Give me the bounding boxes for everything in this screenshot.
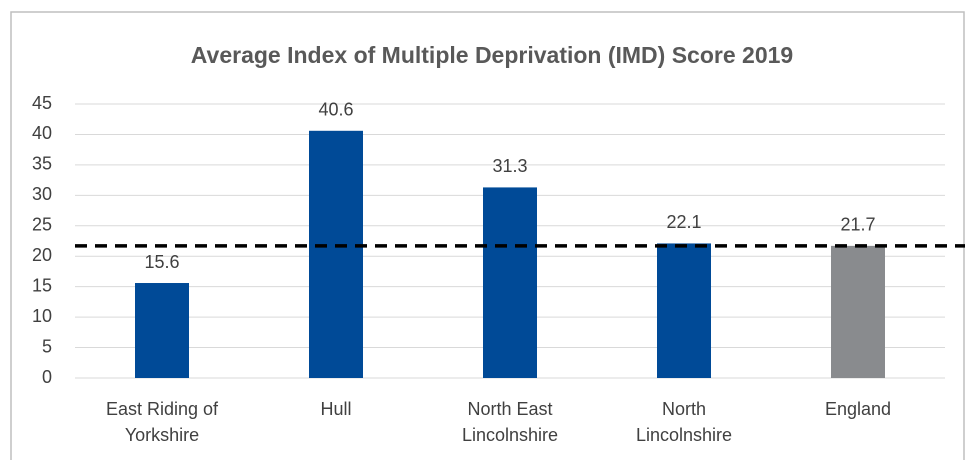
y-tick-label: 35 [32, 154, 52, 174]
value-label: 22.1 [666, 212, 701, 232]
x-tick-label: East Riding of Yorkshire [105, 399, 219, 445]
bar [309, 130, 363, 378]
y-tick-label: 40 [32, 123, 52, 143]
y-tick-label: 10 [32, 306, 52, 326]
x-tick-label: Hull [320, 399, 352, 419]
value-label: 21.7 [840, 215, 875, 235]
chart-title: Average Index of Multiple Deprivation (I… [191, 42, 793, 68]
y-tick-label: 30 [32, 184, 52, 204]
value-label: 15.6 [144, 252, 179, 272]
y-tick-label: 45 [32, 93, 52, 113]
bar [657, 243, 711, 378]
bar [831, 245, 885, 378]
value-label: 40.6 [318, 100, 353, 120]
y-tick-label: 25 [32, 215, 52, 235]
x-tick-label: North Lincolnshire [635, 399, 733, 445]
x-tick-label: England [824, 399, 892, 419]
y-tick-label: 20 [32, 245, 52, 265]
y-tick-label: 5 [42, 336, 52, 356]
value-label: 31.3 [492, 156, 527, 176]
y-tick-label: 0 [42, 367, 52, 387]
bar [135, 283, 189, 378]
y-tick-label: 15 [32, 275, 52, 295]
x-tick-label: North East Lincolnshire [461, 399, 559, 445]
bar [483, 187, 537, 378]
